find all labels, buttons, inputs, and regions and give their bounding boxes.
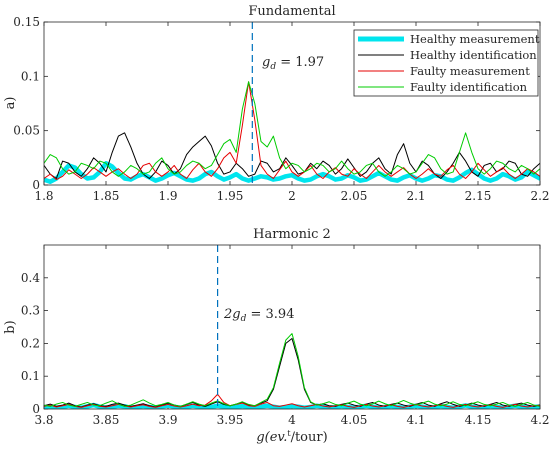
chart-title-fundamental: Fundamental	[248, 4, 335, 19]
x-tick-label: 1.95	[217, 189, 244, 203]
x-axis-label: g(ev.t/tour)	[256, 429, 327, 445]
y-tick-label: 0.1	[21, 69, 40, 83]
annotation-main: g	[262, 55, 270, 70]
x-tick-label: 1.8	[34, 189, 53, 203]
annotation-label-gd: gd = 1.97	[262, 55, 324, 72]
annotation-main: 2g	[223, 307, 241, 322]
annotation-label-2gd: 2gd = 3.94	[223, 307, 294, 324]
x-tick-label: 2.2	[530, 189, 549, 203]
y-tick-label: 0.15	[13, 15, 40, 29]
axes-frame-harmonic-2	[43, 244, 541, 410]
series-group-fundamental	[44, 81, 540, 184]
series-line-faulty-identification	[44, 333, 540, 407]
x-tick-label: 2.05	[341, 189, 368, 203]
y-tick-label: 0.05	[13, 124, 40, 138]
series-line-faulty-measurement	[44, 81, 540, 181]
x-tick-label: 4	[288, 413, 296, 427]
x-tick-label: 4.05	[341, 413, 368, 427]
x-tick-label: 4.1	[406, 413, 425, 427]
y-tick-label: 0	[32, 402, 40, 416]
annotation-sub: d	[241, 314, 247, 324]
panel-harmonic-2: Harmonic 2 b) 3.8 3.85 3.9 3.95 4 4.05 4.1 4.15…	[3, 227, 550, 445]
x-tick-label: 1.9	[158, 189, 177, 203]
annotation-harmonic-2: 2gd = 3.94	[217, 245, 294, 409]
annotation-rest: = 1.97	[276, 55, 324, 70]
axes-frame-fundamental	[43, 21, 541, 186]
legend-label-healthy-identification: Healthy identification	[410, 48, 537, 62]
plot-area-harmonic-2	[44, 245, 540, 409]
series-line-healthy-identification	[44, 132, 540, 179]
x-tick-label: 2	[288, 189, 296, 203]
legend-label-faulty-identification: Faulty identification	[410, 80, 528, 94]
y-tick-label: 0	[32, 178, 40, 192]
x-tick-label: 1.85	[93, 189, 120, 203]
x-tick-label: 2.1	[406, 189, 425, 203]
x-axis-label-main: g(ev.	[256, 430, 287, 445]
y-tick-label: 0.4	[21, 271, 40, 285]
series-line-faulty-identification	[44, 81, 540, 177]
x-axis-label-sup: t	[287, 429, 291, 438]
x-tick-label: 3.95	[217, 413, 244, 427]
x-tick-label: 4.15	[465, 413, 492, 427]
x-tick-label: 3.85	[93, 413, 120, 427]
axis-ticks-fundamental: 1.8 1.85 1.9 1.95 2 2.05 2.1 2.15 2.2 0 0.05 0.1 0.1…	[13, 15, 549, 203]
series-group-harmonic-2	[44, 333, 540, 409]
legend: Healthy measurement Healthy identificati…	[353, 29, 540, 97]
x-tick-label: 3.9	[158, 413, 177, 427]
chart-title-harmonic-2: Harmonic 2	[253, 227, 331, 242]
annotation-fundamental: gd = 1.97	[251, 22, 324, 185]
x-tick-label: 2.15	[465, 189, 492, 203]
panel-label-b: b)	[3, 320, 18, 333]
panel-label-a: a)	[3, 97, 18, 110]
y-tick-label: 0.3	[21, 304, 40, 318]
x-tick-label: 4.2	[530, 413, 549, 427]
y-tick-label: 0.1	[21, 369, 40, 383]
y-tick-label: 0.2	[21, 336, 40, 350]
x-axis-label-rest: /tour)	[291, 430, 328, 445]
annotation-rest: = 3.94	[246, 307, 294, 322]
annotation-sub: d	[270, 62, 276, 72]
legend-label-healthy-measurement: Healthy measurement	[410, 32, 540, 46]
series-line-healthy-measurement	[44, 161, 540, 184]
panel-fundamental: Fundamental a) 1.8 1.85 1.9 1.95 2 2.05 2.1 2.1…	[3, 4, 550, 203]
axis-ticks-harmonic-2: 3.8 3.85 3.9 3.95 4 4.05 4.1 4.15 4.2 0 0.1 0.2 0.3 0…	[21, 245, 550, 427]
x-tick-label: 3.8	[34, 413, 53, 427]
legend-label-faulty-measurement: Faulty measurement	[410, 64, 530, 78]
